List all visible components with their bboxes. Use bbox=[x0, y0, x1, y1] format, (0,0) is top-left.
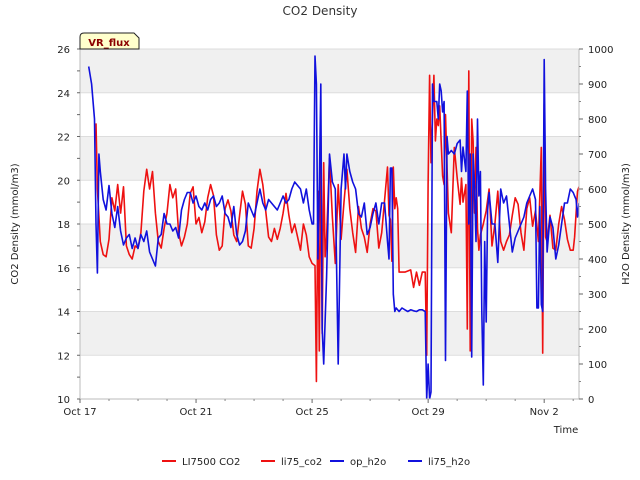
vr-flux-badge: VR_flux bbox=[79, 32, 140, 50]
left-tick-label: 14 bbox=[57, 308, 70, 319]
x-tick-label: Nov 2 bbox=[530, 407, 559, 418]
left-tick-label: 24 bbox=[57, 89, 70, 100]
left-tick-label: 20 bbox=[57, 176, 70, 187]
right-tick-label: 600 bbox=[588, 185, 607, 196]
right-tick-label: 1000 bbox=[588, 45, 613, 56]
right-tick-label: 300 bbox=[588, 290, 607, 301]
chart-title: CO2 Density bbox=[283, 4, 358, 18]
legend-label: op_h2o bbox=[350, 457, 386, 468]
series-line-li75_h2o bbox=[87, 55, 579, 399]
left-tick-label: 22 bbox=[57, 133, 70, 144]
background-band bbox=[80, 224, 579, 268]
background-band bbox=[80, 49, 579, 93]
right-tick-label: 400 bbox=[588, 255, 607, 266]
legend-label: li75_co2 bbox=[281, 457, 322, 468]
badge-label: VR_flux bbox=[88, 38, 130, 49]
left-tick-label: 26 bbox=[57, 45, 70, 56]
right-tick-label: 500 bbox=[588, 220, 607, 231]
background-band bbox=[80, 311, 579, 356]
left-tick-label: 10 bbox=[57, 395, 70, 406]
legend-label: LI7500 CO2 bbox=[182, 457, 240, 468]
right-tick-label: 800 bbox=[588, 115, 607, 126]
left-axis-title: CO2 Density (mmol/m3) bbox=[10, 163, 21, 284]
right-tick-label: 0 bbox=[588, 395, 594, 406]
x-tick-label: Oct 21 bbox=[179, 407, 212, 418]
left-tick-label: 12 bbox=[57, 351, 70, 362]
legend-label: li75_h2o bbox=[428, 457, 470, 468]
axes: 10 12 14 16 18 20 22 24 26 0 100 200 300 400 500 600 700… bbox=[57, 45, 613, 418]
series-layer bbox=[87, 55, 579, 399]
legend: LI7500 CO2 li75_co2 op_h2o li75_h2o bbox=[162, 457, 470, 468]
right-tick-label: 100 bbox=[588, 360, 607, 371]
left-tick-label: 16 bbox=[57, 264, 70, 275]
right-tick-label: 900 bbox=[588, 80, 607, 91]
right-tick-label: 200 bbox=[588, 325, 607, 336]
x-axis-title: Time bbox=[553, 425, 578, 436]
right-axis-title: H2O Density (mmol/m3) bbox=[621, 163, 632, 285]
x-tick-label: Oct 25 bbox=[295, 407, 328, 418]
x-tick-label: Oct 29 bbox=[412, 407, 445, 418]
left-tick-label: 18 bbox=[57, 220, 70, 231]
right-tick-label: 700 bbox=[588, 150, 607, 161]
x-tick-label: Oct 17 bbox=[63, 407, 96, 418]
